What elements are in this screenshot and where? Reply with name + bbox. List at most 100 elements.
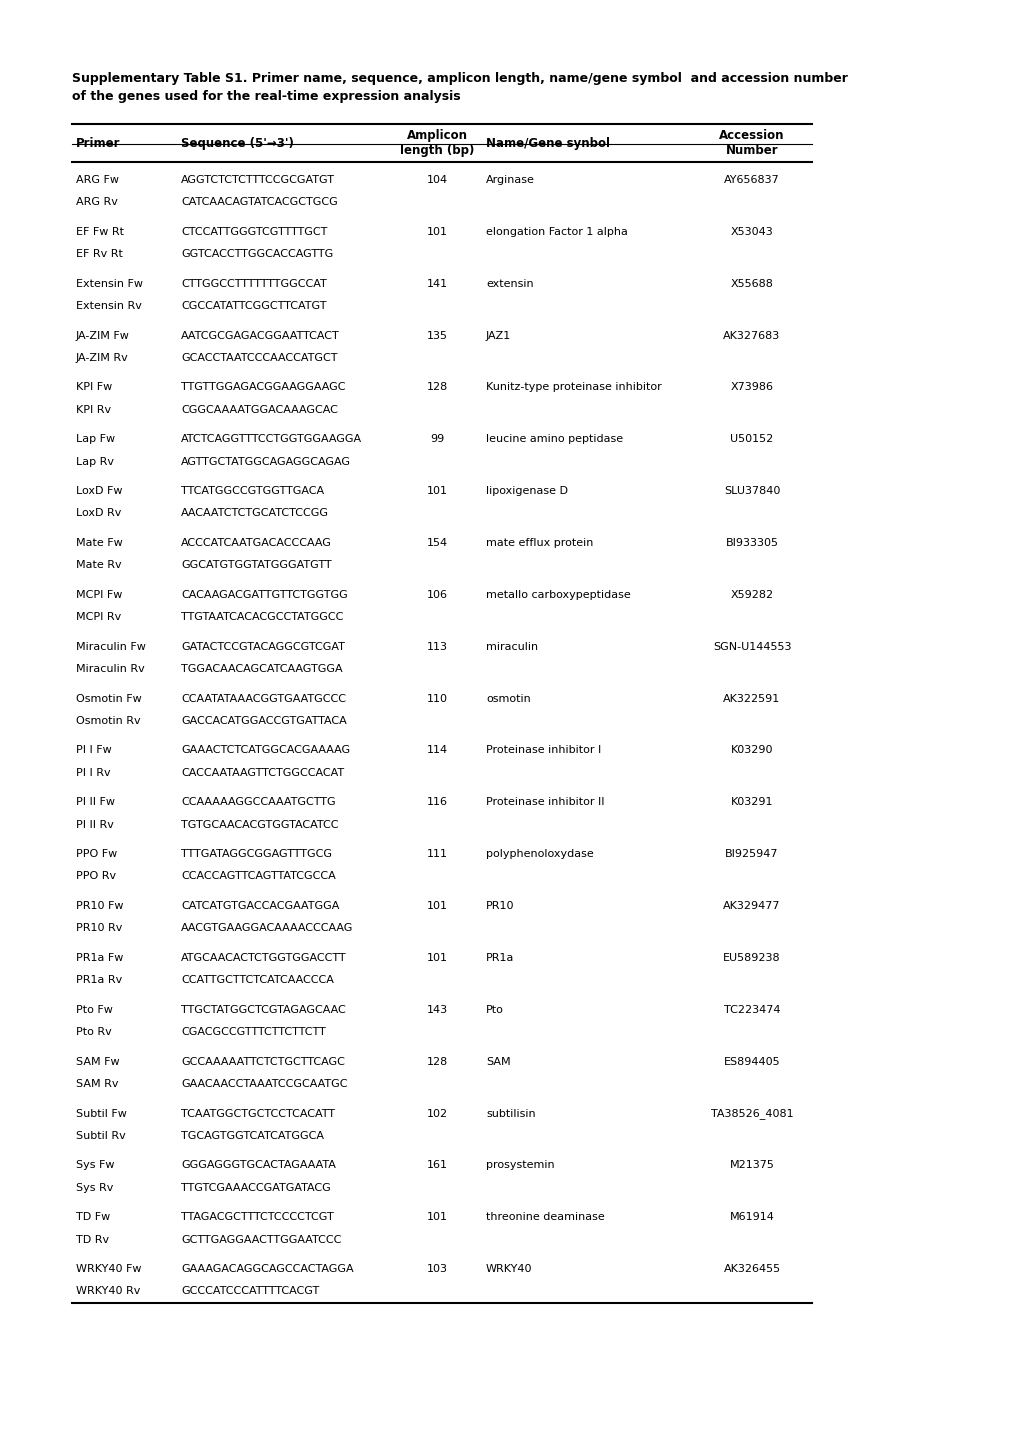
Text: Subtil Rv: Subtil Rv — [76, 1131, 125, 1141]
Text: MCPI Rv: MCPI Rv — [76, 612, 121, 622]
Text: 103: 103 — [426, 1264, 447, 1274]
Text: LoxD Rv: LoxD Rv — [76, 508, 121, 518]
Text: Accession
Number: Accession Number — [718, 128, 784, 157]
Text: PR1a Rv: PR1a Rv — [76, 975, 122, 986]
Text: CATCAACAGTATCACGCTGCG: CATCAACAGTATCACGCTGCG — [180, 198, 337, 208]
Text: Pto Rv: Pto Rv — [76, 1027, 112, 1038]
Text: AGGTCTCTCTTTCCGCGATGT: AGGTCTCTCTTTCCGCGATGT — [180, 175, 334, 185]
Text: GAAACTCTCATGGCACGAAAAG: GAAACTCTCATGGCACGAAAAG — [180, 746, 350, 756]
Text: X59282: X59282 — [730, 590, 772, 600]
Text: 116: 116 — [426, 798, 447, 807]
Text: PR1a: PR1a — [485, 952, 514, 962]
Text: AY656837: AY656837 — [723, 175, 780, 185]
Text: CACAAGACGATTGTTCTGGTGG: CACAAGACGATTGTTCTGGTGG — [180, 590, 347, 600]
Text: 101: 101 — [426, 900, 447, 911]
Text: PI II Fw: PI II Fw — [76, 798, 115, 807]
Text: 128: 128 — [426, 382, 447, 392]
Text: ES894405: ES894405 — [722, 1056, 780, 1066]
Text: TTGTCGAAACCGATGATACG: TTGTCGAAACCGATGATACG — [180, 1183, 330, 1193]
Text: X53043: X53043 — [730, 227, 772, 237]
Text: M21375: M21375 — [729, 1160, 773, 1170]
Text: CATCATGTGACCACGAATGGA: CATCATGTGACCACGAATGGA — [180, 900, 339, 911]
Text: GAAAGACAGGCAGCCACTAGGA: GAAAGACAGGCAGCCACTAGGA — [180, 1264, 354, 1274]
Text: GCCAAAAATTCTCTGCTTCAGC: GCCAAAAATTCTCTGCTTCAGC — [180, 1056, 344, 1066]
Text: TD Rv: TD Rv — [76, 1235, 109, 1244]
Text: TTGTAATCACACGCCTATGGCC: TTGTAATCACACGCCTATGGCC — [180, 612, 343, 622]
Text: Lap Rv: Lap Rv — [76, 456, 114, 466]
Text: TTGTTGGAGACGGAAGGAAGC: TTGTTGGAGACGGAAGGAAGC — [180, 382, 345, 392]
Text: Osmotin Fw: Osmotin Fw — [76, 694, 142, 704]
Text: PI I Rv: PI I Rv — [76, 768, 110, 778]
Text: CCATTGCTTCTCATCAACCCA: CCATTGCTTCTCATCAACCCA — [180, 975, 333, 986]
Text: EF Rv Rt: EF Rv Rt — [76, 250, 122, 260]
Text: TGTGCAACACGTGGTACATCC: TGTGCAACACGTGGTACATCC — [180, 820, 338, 830]
Text: Kunitz-type proteinase inhibitor: Kunitz-type proteinase inhibitor — [485, 382, 661, 392]
Text: ACCCATCAATGACACCCAAG: ACCCATCAATGACACCCAAG — [180, 538, 331, 548]
Text: of the genes used for the real-time expression analysis: of the genes used for the real-time expr… — [72, 89, 461, 102]
Text: osmotin: osmotin — [485, 694, 530, 704]
Text: Lap Fw: Lap Fw — [76, 434, 115, 444]
Text: AACAATCTCTGCATCTCCGG: AACAATCTCTGCATCTCCGG — [180, 508, 329, 518]
Text: 135: 135 — [426, 330, 447, 341]
Text: Arginase: Arginase — [485, 175, 534, 185]
Text: U50152: U50152 — [730, 434, 772, 444]
Text: PR10: PR10 — [485, 900, 514, 911]
Text: GATACTCCGTACAGGCGTCGAT: GATACTCCGTACAGGCGTCGAT — [180, 642, 344, 652]
Text: CGACGCCGTTTCTTCTTCTT: CGACGCCGTTTCTTCTTCTT — [180, 1027, 325, 1038]
Text: AK326455: AK326455 — [722, 1264, 780, 1274]
Text: 101: 101 — [426, 486, 447, 496]
Text: AK322591: AK322591 — [722, 694, 780, 704]
Text: 101: 101 — [426, 227, 447, 237]
Text: 111: 111 — [426, 848, 447, 859]
Text: 141: 141 — [426, 278, 447, 289]
Text: AK329477: AK329477 — [722, 900, 780, 911]
Text: EU589238: EU589238 — [722, 952, 781, 962]
Text: Amplicon
length (bp): Amplicon length (bp) — [399, 128, 474, 157]
Text: Mate Rv: Mate Rv — [76, 560, 121, 570]
Text: SAM Fw: SAM Fw — [76, 1056, 119, 1066]
Text: WRKY40 Rv: WRKY40 Rv — [76, 1286, 141, 1296]
Text: GGGAGGGTGCACTAGAAATA: GGGAGGGTGCACTAGAAATA — [180, 1160, 335, 1170]
Text: SAM: SAM — [485, 1056, 511, 1066]
Text: ARG Rv: ARG Rv — [76, 198, 118, 208]
Text: Miraculin Fw: Miraculin Fw — [76, 642, 146, 652]
Text: AACGTGAAGGACAAAACCCAAG: AACGTGAAGGACAAAACCCAAG — [180, 924, 353, 934]
Text: extensin: extensin — [485, 278, 533, 289]
Text: metallo carboxypeptidase: metallo carboxypeptidase — [485, 590, 630, 600]
Text: 161: 161 — [426, 1160, 447, 1170]
Text: X73986: X73986 — [730, 382, 772, 392]
Text: PI II Rv: PI II Rv — [76, 820, 114, 830]
Text: 110: 110 — [426, 694, 447, 704]
Text: PR10 Fw: PR10 Fw — [76, 900, 123, 911]
Text: PI I Fw: PI I Fw — [76, 746, 112, 756]
Text: Primer: Primer — [76, 137, 120, 150]
Text: prosystemin: prosystemin — [485, 1160, 554, 1170]
Text: CCAATATAAACGGTGAATGCCC: CCAATATAAACGGTGAATGCCC — [180, 694, 345, 704]
Text: MCPI Fw: MCPI Fw — [76, 590, 122, 600]
Text: TGCAGTGGTCATCATGGCA: TGCAGTGGTCATCATGGCA — [180, 1131, 324, 1141]
Text: Subtil Fw: Subtil Fw — [76, 1108, 126, 1118]
Text: 154: 154 — [426, 538, 447, 548]
Text: 128: 128 — [426, 1056, 447, 1066]
Text: Proteinase inhibitor I: Proteinase inhibitor I — [485, 746, 600, 756]
Text: ATCTCAGGTTTCCTGGTGGAAGGA: ATCTCAGGTTTCCTGGTGGAAGGA — [180, 434, 362, 444]
Text: 106: 106 — [426, 590, 447, 600]
Text: M61914: M61914 — [729, 1212, 773, 1222]
Text: K03290: K03290 — [730, 746, 772, 756]
Text: Sys Fw: Sys Fw — [76, 1160, 114, 1170]
Text: X55688: X55688 — [730, 278, 772, 289]
Text: CGCCATATTCGGCTTCATGT: CGCCATATTCGGCTTCATGT — [180, 302, 326, 312]
Text: ATGCAACACTCTGGTGGACCTT: ATGCAACACTCTGGTGGACCTT — [180, 952, 346, 962]
Text: TD Fw: TD Fw — [76, 1212, 110, 1222]
Text: Miraculin Rv: Miraculin Rv — [76, 664, 145, 674]
Text: Name/Gene synbol: Name/Gene synbol — [485, 137, 609, 150]
Text: subtilisin: subtilisin — [485, 1108, 535, 1118]
Text: CTCCATTGGGTCGTTTTGCT: CTCCATTGGGTCGTTTTGCT — [180, 227, 327, 237]
Text: 102: 102 — [426, 1108, 447, 1118]
Text: SLU37840: SLU37840 — [723, 486, 780, 496]
Text: EF Fw Rt: EF Fw Rt — [76, 227, 124, 237]
Text: TCAATGGCTGCTCCTCACATT: TCAATGGCTGCTCCTCACATT — [180, 1108, 334, 1118]
Text: Mate Fw: Mate Fw — [76, 538, 122, 548]
Text: TTAGACGCTTTCTCCCCTCGT: TTAGACGCTTTCTCCCCTCGT — [180, 1212, 333, 1222]
Text: TTGCTATGGCTCGTAGAGCAAC: TTGCTATGGCTCGTAGAGCAAC — [180, 1004, 345, 1014]
